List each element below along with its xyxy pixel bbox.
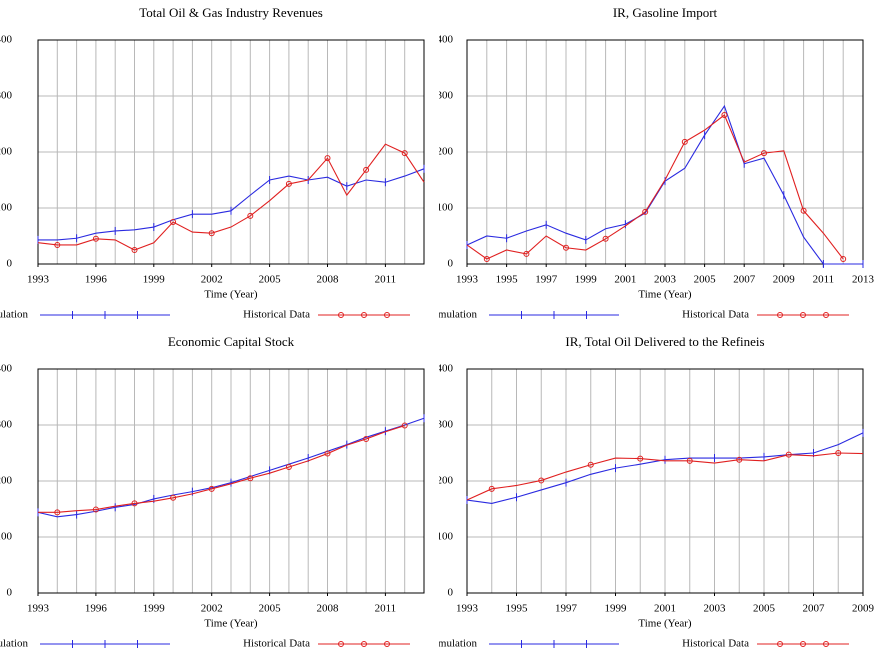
chart-panel: IR, Gasoline Import 0 100 200 300 400 1993 1995… bbox=[439, 0, 877, 329]
x-tick-label: 1996 bbox=[85, 603, 108, 615]
x-tick-label: 2011 bbox=[375, 603, 397, 615]
x-axis-label: Time (Year) bbox=[204, 618, 258, 630]
x-axis-label: Time (Year) bbox=[638, 289, 692, 301]
y-tick-label: 100 bbox=[0, 202, 13, 214]
x-tick-label: 2002 bbox=[201, 274, 223, 286]
chart-title: Economic Capital Stock bbox=[168, 334, 295, 349]
y-tick-label: 400 bbox=[0, 34, 13, 46]
x-tick-label: 1996 bbox=[85, 274, 108, 286]
y-tick-label: 400 bbox=[439, 34, 454, 46]
y-tick-label: 300 bbox=[439, 419, 454, 431]
x-tick-label: 1993 bbox=[27, 274, 50, 286]
y-tick-label: 0 bbox=[7, 258, 13, 270]
legend-label: Simulation bbox=[0, 309, 28, 321]
x-tick-label: 1997 bbox=[555, 603, 578, 615]
chart-panel: IR, Total Oil Delivered to the Refineis 0… bbox=[439, 329, 877, 658]
x-tick-label: 2009 bbox=[852, 603, 875, 615]
x-tick-label: 2003 bbox=[654, 274, 677, 286]
y-tick-label: 0 bbox=[7, 587, 13, 599]
y-tick-label: 0 bbox=[448, 587, 454, 599]
x-axis-label: Time (Year) bbox=[638, 618, 692, 630]
y-tick-label: 200 bbox=[0, 475, 13, 487]
y-tick-label: 100 bbox=[0, 531, 13, 543]
series-line bbox=[38, 426, 405, 513]
x-axis-label: Time (Year) bbox=[204, 289, 258, 301]
chart-title: Total Oil & Gas Industry Revenues bbox=[139, 5, 323, 20]
x-tick-label: 2005 bbox=[259, 603, 282, 615]
legend-label: Historical Data bbox=[243, 309, 310, 321]
legend-label: Simulation bbox=[0, 638, 28, 650]
x-tick-label: 2011 bbox=[375, 274, 397, 286]
y-tick-label: 400 bbox=[439, 363, 454, 375]
y-tick-label: 400 bbox=[0, 363, 13, 375]
x-tick-label: 1999 bbox=[605, 603, 628, 615]
x-tick-label: 1997 bbox=[535, 274, 558, 286]
chart-panel: Total Oil & Gas Industry Revenues 0 100 200… bbox=[0, 0, 438, 329]
x-tick-label: 1993 bbox=[456, 603, 479, 615]
y-tick-label: 300 bbox=[0, 90, 13, 102]
x-tick-label: 1995 bbox=[496, 274, 518, 286]
series-line bbox=[467, 115, 843, 259]
y-tick-label: 300 bbox=[439, 90, 454, 102]
x-tick-label: 2007 bbox=[803, 603, 826, 615]
legend-label: Simulation bbox=[439, 309, 477, 321]
x-tick-label: 2001 bbox=[614, 274, 636, 286]
x-tick-label: 2005 bbox=[753, 603, 776, 615]
legend-label: Historical Data bbox=[682, 309, 749, 321]
y-tick-label: 100 bbox=[439, 202, 454, 214]
x-tick-label: 1999 bbox=[143, 274, 166, 286]
y-tick-label: 100 bbox=[439, 531, 454, 543]
y-tick-label: 200 bbox=[439, 475, 454, 487]
x-tick-label: 2005 bbox=[259, 274, 282, 286]
x-tick-label: 2009 bbox=[773, 274, 796, 286]
x-tick-label: 2013 bbox=[852, 274, 875, 286]
x-tick-label: 1995 bbox=[506, 603, 529, 615]
x-tick-label: 1993 bbox=[27, 603, 50, 615]
x-tick-label: 2005 bbox=[694, 274, 717, 286]
x-tick-label: 2008 bbox=[317, 274, 340, 286]
y-tick-label: 0 bbox=[448, 258, 454, 270]
y-tick-label: 300 bbox=[0, 419, 13, 431]
legend-label: Historical Data bbox=[682, 638, 749, 650]
chart-panel: Economic Capital Stock 0 100 200 300 400 1993 1… bbox=[0, 329, 438, 658]
x-tick-label: 2001 bbox=[654, 603, 676, 615]
figure: Total Oil & Gas Industry Revenues 0 100 200… bbox=[0, 0, 877, 658]
x-tick-label: 1999 bbox=[575, 274, 598, 286]
x-tick-label: 1999 bbox=[143, 603, 166, 615]
chart-title: IR, Total Oil Delivered to the Refineis bbox=[565, 334, 764, 349]
x-tick-label: 2011 bbox=[813, 274, 835, 286]
x-tick-label: 2002 bbox=[201, 603, 223, 615]
y-tick-label: 200 bbox=[439, 146, 454, 158]
legend-label: Historical Data bbox=[243, 638, 310, 650]
legend-label: Simulation bbox=[439, 638, 477, 650]
x-tick-label: 2007 bbox=[733, 274, 756, 286]
x-tick-label: 2003 bbox=[704, 603, 727, 615]
x-tick-label: 1993 bbox=[456, 274, 479, 286]
y-tick-label: 200 bbox=[0, 146, 13, 158]
chart-title: IR, Gasoline Import bbox=[613, 5, 718, 20]
x-tick-label: 2008 bbox=[317, 603, 340, 615]
